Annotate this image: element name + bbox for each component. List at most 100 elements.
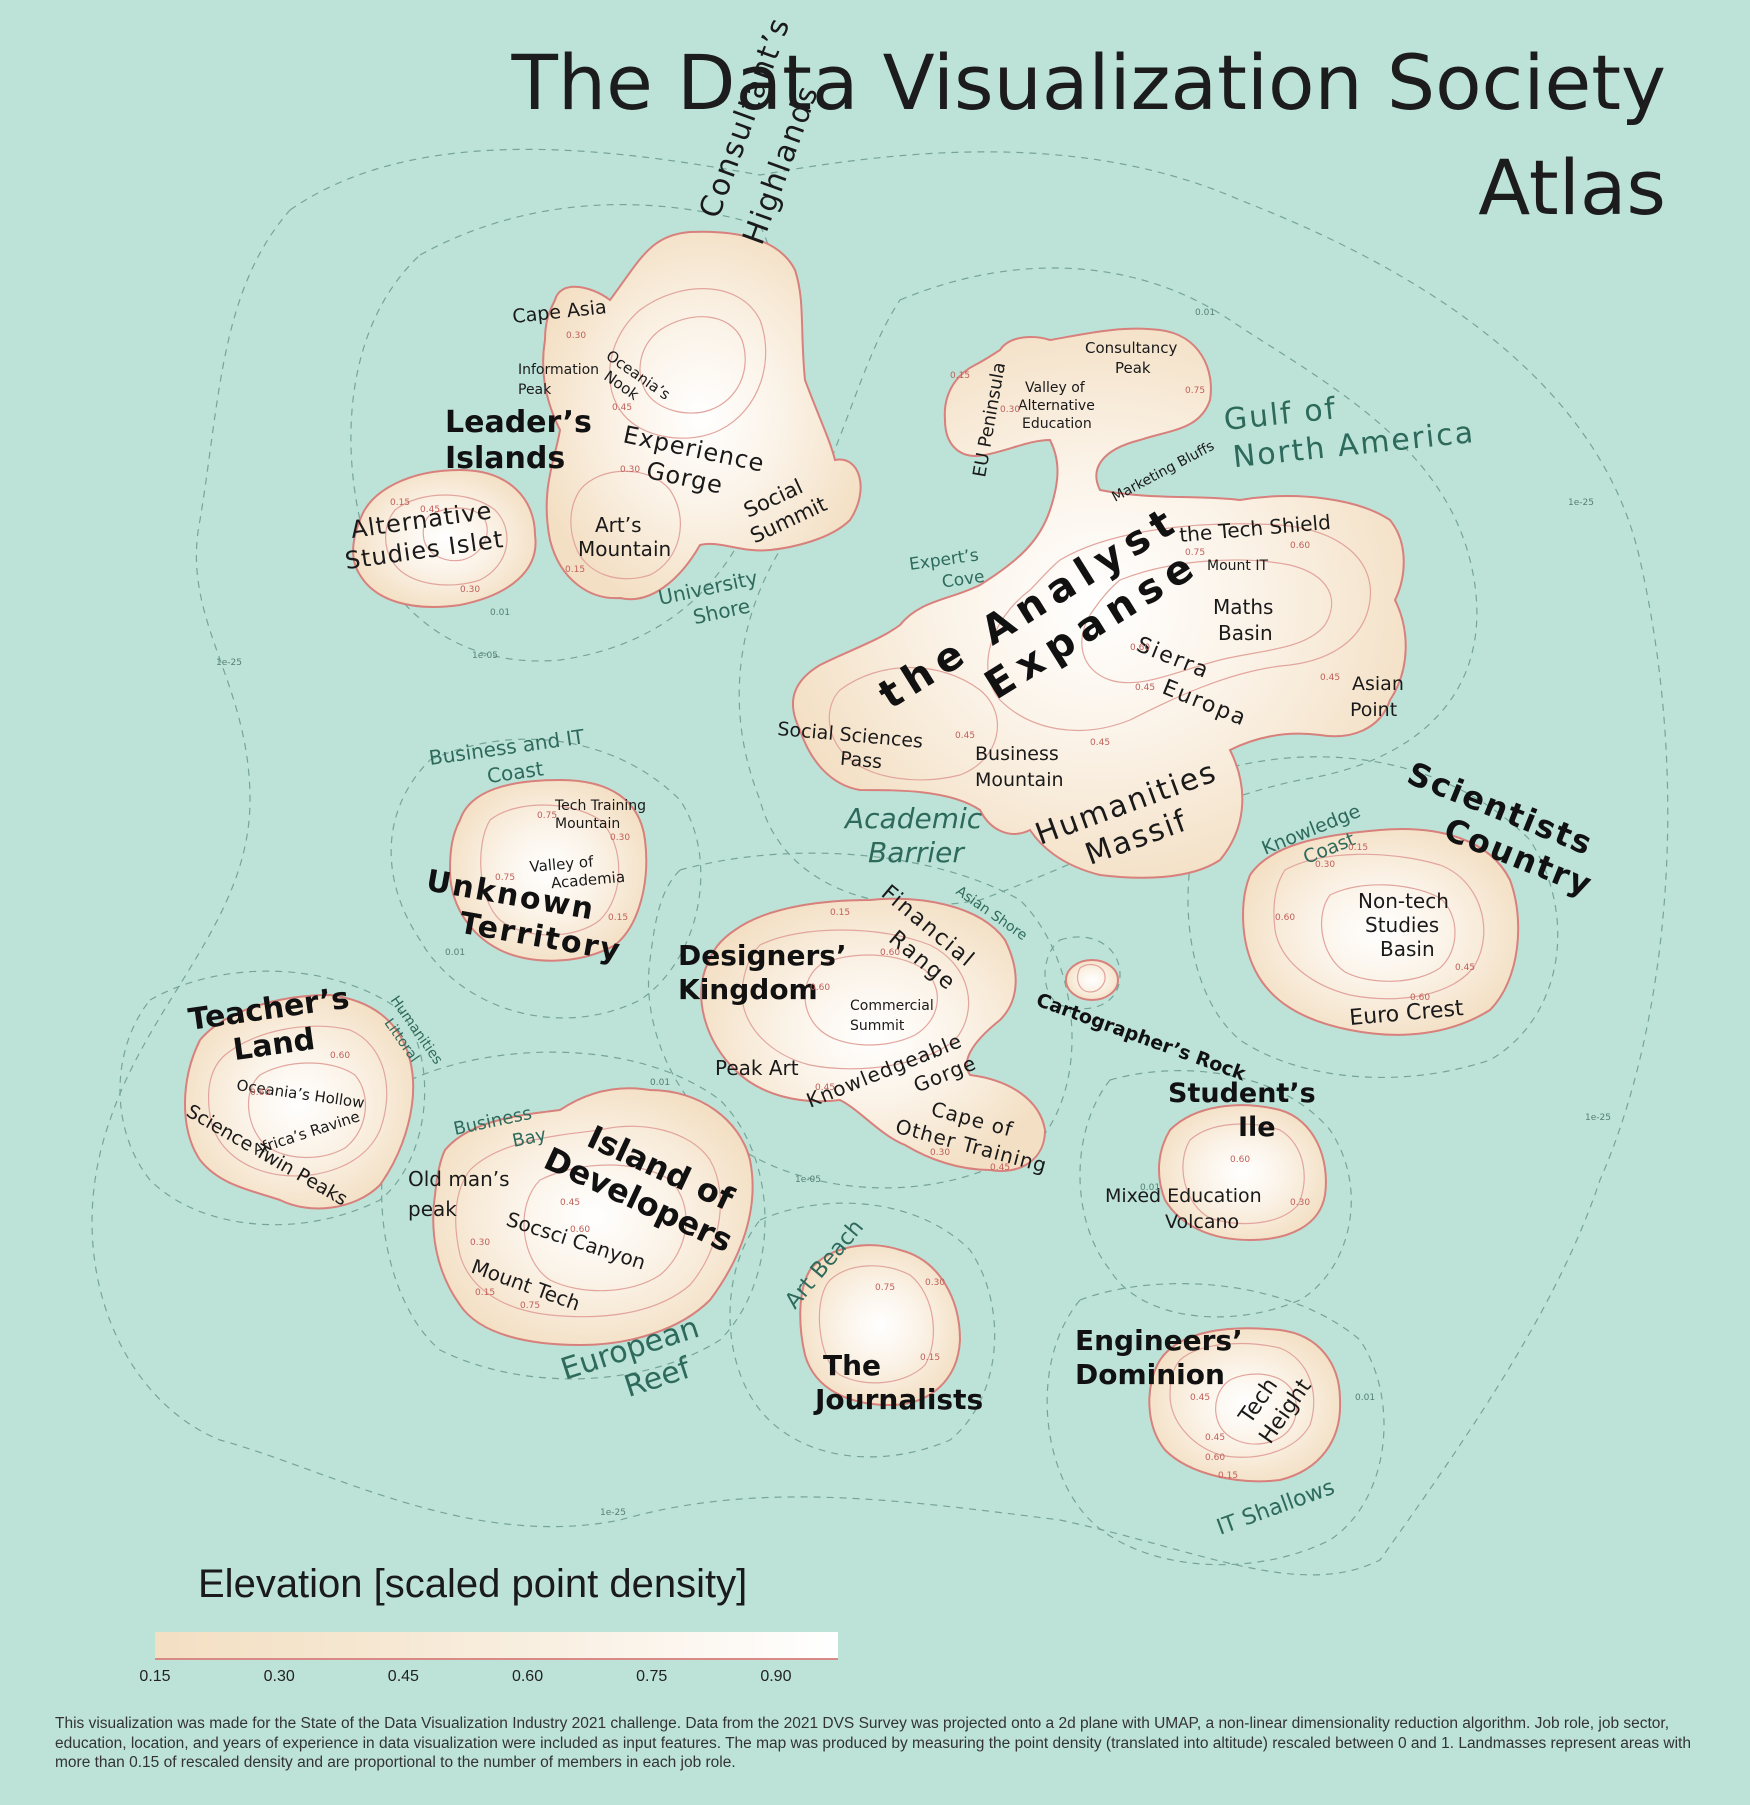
contour-label: 0.60 (1205, 1453, 1225, 1463)
label-experts-cove: Expert’sCove (908, 545, 986, 597)
contour-label: 0.60 (570, 1225, 590, 1235)
legend-title: Elevation [scaled point density] (198, 1562, 748, 1606)
contour-label: 0.45 (815, 1083, 835, 1093)
label-arts-mountain: Art’s Mountain (578, 513, 671, 561)
contour-label: 0.15 (1348, 843, 1368, 853)
contour-value-labels: 0.30 0.45 0.30 0.15 0.15 0.45 0.30 0.15 … (250, 331, 1475, 1481)
contour-label: 0.75 (537, 811, 557, 821)
outer-contours (91, 148, 1669, 1576)
contour-label: 0.45 (955, 731, 975, 741)
contour-label: 0.45 (1205, 1433, 1225, 1443)
contour-label: 0.30 (566, 331, 586, 341)
contour-label: 0.60 (1230, 1155, 1250, 1165)
contour-label: 0.45 (560, 1198, 580, 1208)
contour-label: 0.60 (1130, 643, 1150, 653)
label-mount-it: Mount IT (1207, 558, 1268, 574)
label-tech-training-mountain: Tech Training Mountain (554, 798, 646, 832)
contour-label: 0.01 (445, 948, 465, 958)
island-designers-kingdom (700, 897, 1047, 1172)
contour-label: 0.01 (1140, 1183, 1160, 1193)
contour-label: 0.45 (1455, 963, 1475, 973)
legend-tick: 0.45 (387, 1668, 419, 1685)
contour-label: 0.01 (1355, 1393, 1375, 1403)
label-designers-kingdom: Designers’ Kingdom (678, 939, 847, 1006)
contour-label: 1e-25 (216, 658, 242, 668)
contour-label: 1e-25 (1568, 498, 1594, 508)
legend-tick: 0.30 (263, 1668, 295, 1685)
contour-label: 0.15 (830, 908, 850, 918)
label-non-tech-studies-basin: Non-tech Studies Basin (1358, 889, 1449, 961)
label-business-mountain: Business Mountain (975, 743, 1064, 791)
contour-label: 0.30 (1290, 1198, 1310, 1208)
title-line-2: Atlas (1478, 143, 1666, 232)
island-cartographers-rock (1065, 959, 1119, 1001)
label-engineers-dominion: Engineers’ Dominion (1075, 1324, 1243, 1391)
label-peak-art: Peak Art (715, 1056, 799, 1080)
label-old-mans-peak: Old man’s peak (408, 1167, 510, 1221)
contour-label: 0.60 (880, 948, 900, 958)
contour-label: 1e-25 (600, 1508, 626, 1518)
contour-label: 0.15 (390, 498, 410, 508)
contour-label: 0.30 (460, 585, 480, 595)
island-teachers-land (184, 993, 415, 1210)
island-alternative-studies-islet (352, 468, 537, 608)
contour-label: 0.30 (925, 1278, 945, 1288)
contour-label: 0.45 (990, 1163, 1010, 1173)
contour-label: 0.60 (330, 1051, 350, 1061)
legend-tick: 0.60 (511, 1668, 544, 1685)
outer-contour-value-labels: 0.01 0.01 1e-05 1e-25 1e-25 0.01 0.01 1e… (216, 308, 1611, 1518)
contour-label: 0.15 (608, 913, 628, 923)
contour-label: 0.30 (930, 1148, 950, 1158)
contour-label: 0.30 (1315, 860, 1335, 870)
island-unknown-territory (448, 778, 648, 962)
label-students-ile: Student’s Ile (1168, 1078, 1316, 1143)
contour-label: 0.15 (920, 1353, 940, 1363)
island-consultants-highlands (542, 230, 862, 601)
label-commercial-summit: Commercial Summit (850, 998, 934, 1034)
contour-label: 0.15 (565, 565, 585, 575)
island-analyst-expanse (791, 327, 1407, 879)
label-consultancy-peak: Consultancy Peak (1085, 339, 1177, 377)
contour-label: 0.75 (1185, 386, 1205, 396)
label-marketing-bluffs: Marketing Bluffs (1109, 438, 1217, 505)
legend-tick: 0.90 (760, 1668, 792, 1685)
label-asian-point: Asian Point (1350, 673, 1404, 721)
inner-contours (207, 288, 1485, 1458)
contour-label: 0.60 (1290, 541, 1310, 551)
contour-label: 0.30 (470, 1238, 490, 1248)
contour-label: 0.45 (1320, 673, 1340, 683)
contour-label: 0.60 (1410, 993, 1430, 1003)
label-gulf-north-america: Gulf ofNorth America (1222, 377, 1476, 476)
island-of-developers (432, 1087, 754, 1347)
contour-label: 0.15 (1218, 1471, 1238, 1481)
contour-label: 0.45 (1090, 738, 1110, 748)
label-academic-barrier: Academic Barrier (843, 802, 983, 869)
label-cartographers-rock: Cartographer’s Rock (1033, 989, 1249, 1085)
title-line-1: The Data Visualization Society (511, 38, 1666, 127)
label-maths-basin: Maths Basin (1213, 595, 1273, 645)
contour-label: 0.60 (1275, 913, 1295, 923)
contour-label: 0.45 (1190, 1393, 1210, 1403)
contour-label: 0.75 (875, 1283, 895, 1293)
label-information-peak: Information Peak (518, 362, 599, 398)
contour-label: 0.15 (950, 371, 970, 381)
contour-label: 0.30 (610, 833, 630, 843)
contour-label: 0.30 (620, 465, 640, 475)
label-valley-alt-education: Valley of Alternative Education (1018, 380, 1095, 432)
island-students-ile (1158, 1104, 1327, 1242)
label-leaders-islands: Leader’s Islands (445, 405, 592, 476)
contour-label: 0.01 (490, 608, 510, 618)
legend-tick: 0.75 (636, 1668, 668, 1685)
contour-label: 0.75 (495, 873, 515, 883)
label-mixed-education-volcano: Mixed Education Volcano (1105, 1185, 1262, 1233)
contour-label: 0.75 (520, 1301, 540, 1311)
label-the-journalists: The Journalists (813, 1349, 983, 1416)
legend-color-bar (155, 1632, 838, 1660)
contour-label: 0.45 (420, 505, 440, 515)
contour-label: 0.60 (250, 1088, 270, 1098)
contour-label: 0.01 (650, 1078, 670, 1088)
label-it-shallows: IT Shallows (1214, 1475, 1339, 1541)
contour-label: 0.75 (1185, 548, 1205, 558)
landmasses (184, 230, 1520, 1483)
